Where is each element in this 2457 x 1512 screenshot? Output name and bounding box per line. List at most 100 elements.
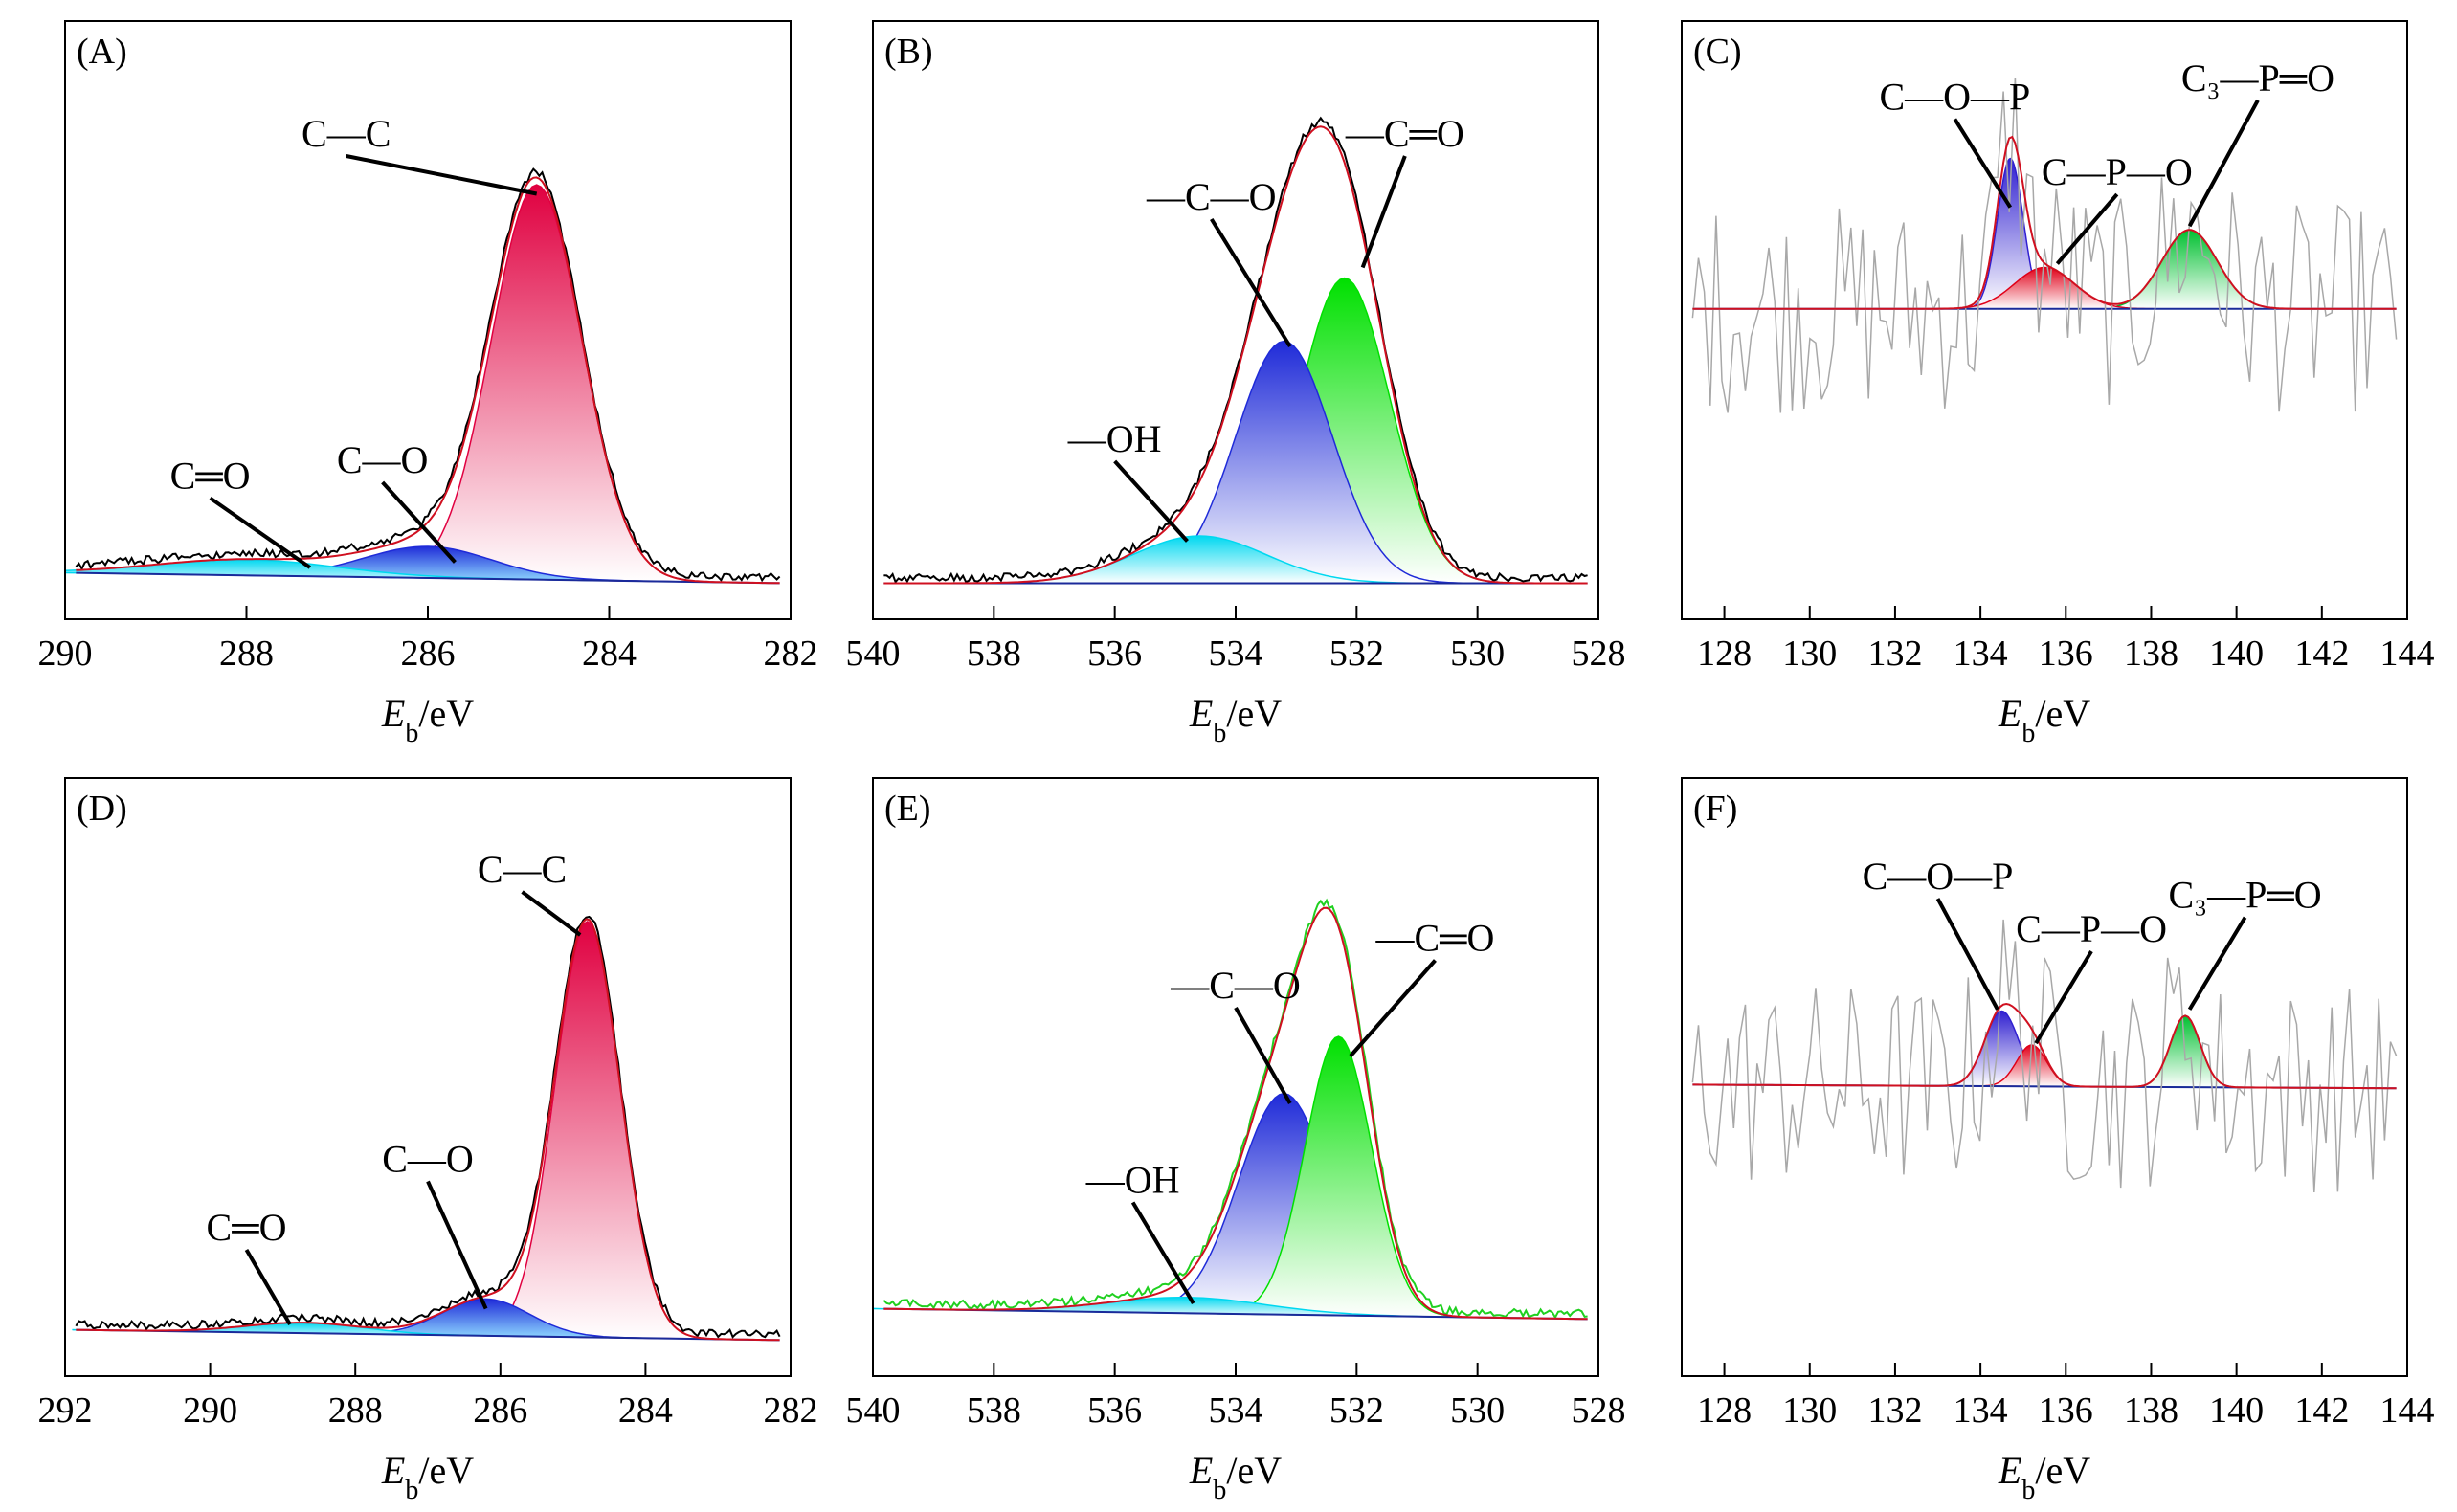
plot-area [873,898,1588,1321]
x-tick-label: 128 [1697,634,1752,674]
peak-annotation: —C—O [1170,964,1301,1007]
x-tick-label: 534 [1209,1390,1263,1431]
panel-d: 292 290 288 286 284 282 (D) Eb/eV C—C C—O C═O [38,777,818,1505]
x-tick-label: 290 [183,1390,237,1431]
x-tick-label: 282 [764,634,818,674]
raw-spectrum [883,116,1588,585]
x-tick-label: 134 [1954,634,2008,674]
x-tick-label: 128 [1697,1390,1752,1431]
peak-annotation: C—C [302,112,391,155]
x-tick-label: 134 [1954,1390,2008,1431]
fit-envelope [76,176,780,585]
x-tick-label: 140 [2209,1390,2264,1431]
plot-area [65,167,781,585]
peak-fill [354,184,719,584]
x-tick-label: 540 [846,1390,901,1431]
x-axis-label: Eb/eV [381,1449,474,1505]
plot-area [883,116,1588,585]
annotation-leader [1935,898,1999,1011]
annotation-leader [2187,916,2247,1011]
peak-annotation: —C—O [1146,175,1277,218]
baseline [76,1328,780,1342]
panel-a: 290 288 286 284 282 (A) Eb/eV C—C C—O C═O [38,20,818,748]
annotation-leader [1113,459,1189,543]
x-tick-label: 282 [764,1390,818,1431]
x-tick-label: 290 [38,634,93,674]
raw-spectrum [1691,919,2398,1193]
annotation-leader [1953,118,2013,209]
peak-annotation: —OH [1085,1159,1180,1202]
fit-envelope [883,125,1588,585]
x-axis-label: Eb/eV [1998,1449,2090,1505]
x-tick-label: 130 [1782,1390,1837,1431]
peak-annotation: C₃—P═O [2181,56,2334,100]
x-tick-label: 536 [1087,634,1142,674]
x-tick-label: 286 [401,634,456,674]
x-tick-label: 144 [2380,1390,2435,1431]
x-axis-label: Eb/eV [1189,1449,1282,1505]
x-tick-label: 138 [2124,634,2178,674]
x-tick-label: 144 [2380,634,2435,674]
annotation-leader [1360,155,1407,269]
annotation-leader [1210,217,1292,348]
panel-e: 540 538 536 534 532 530 528 (E) Eb/eV —C═O —C—O —OH [846,777,1626,1505]
panel-label: (E) [884,789,931,829]
peak-fill [456,921,719,1341]
axes-frame [1681,777,2408,1377]
fit-envelope [1692,135,2397,310]
x-tick-label: 528 [1572,634,1626,674]
x-axis-label: Eb/eV [1189,692,1282,748]
annotation-leader [244,1248,292,1326]
axes-frame [64,777,792,1377]
x-tick-label: 540 [846,634,901,674]
annotation-leader [1130,1201,1195,1305]
raw-spectrum [882,898,1588,1320]
x-tick-label: 288 [219,634,274,674]
peak-annotation: C₃—P═O [2169,874,2322,917]
peak-annotation: C—O [382,1138,474,1181]
x-tick-label: 284 [582,634,637,674]
annotation-leader [2187,99,2260,228]
peak-annotation: C—C [478,848,567,891]
plot-area [1691,919,2398,1193]
x-tick-label: 288 [328,1390,383,1431]
annotation-leader [1349,959,1437,1057]
peak-annotation: C—O—P [1879,76,2030,119]
x-tick-label: 142 [2294,1390,2349,1431]
x-tick-label: 532 [1329,634,1384,674]
peak-annotation: C═O [170,455,251,498]
raw-spectrum [75,915,781,1339]
x-axis-label: Eb/eV [381,692,474,748]
annotation-leader [1234,1007,1292,1104]
x-tick-label: 132 [1867,634,1922,674]
peak-annotation: C—P—O [2042,150,2193,193]
axes-frame [1681,20,2408,620]
x-tick-label: 536 [1087,1390,1142,1431]
x-tick-label: 530 [1450,634,1505,674]
x-tick-label: 142 [2294,634,2349,674]
panel-b: 540 538 536 534 532 530 528 (B) Eb/eV —C═O —C—O —OH [846,20,1626,748]
peak-annotation: C—O—P [1863,855,2014,898]
annotation-leader [2034,950,2093,1045]
fit-envelope [76,918,780,1342]
x-tick-label: 138 [2124,1390,2178,1431]
annotation-leader [346,154,538,196]
annotation-leader [521,890,582,937]
annotation-leader [209,496,311,569]
baseline [76,571,780,585]
peak-annotation: C—P—O [2016,907,2167,950]
x-tick-label: 528 [1572,1390,1626,1431]
x-tick-label: 284 [618,1390,673,1431]
peak-annotation: —C═O [1374,917,1494,960]
panel-label: (F) [1693,789,1737,829]
annotation-leader [2055,192,2119,265]
raw-spectrum [1691,77,2398,413]
peak-annotation: C═O [207,1206,287,1249]
panel-c: 128 130 132 134 136 138 140 142 144 (C) Eb/eV C—O—P… [1681,20,2435,748]
x-tick-label: 534 [1209,634,1263,674]
plot-area [72,915,781,1342]
x-axis-label: Eb/eV [1998,692,2090,748]
fit-envelope [1692,1002,2397,1090]
